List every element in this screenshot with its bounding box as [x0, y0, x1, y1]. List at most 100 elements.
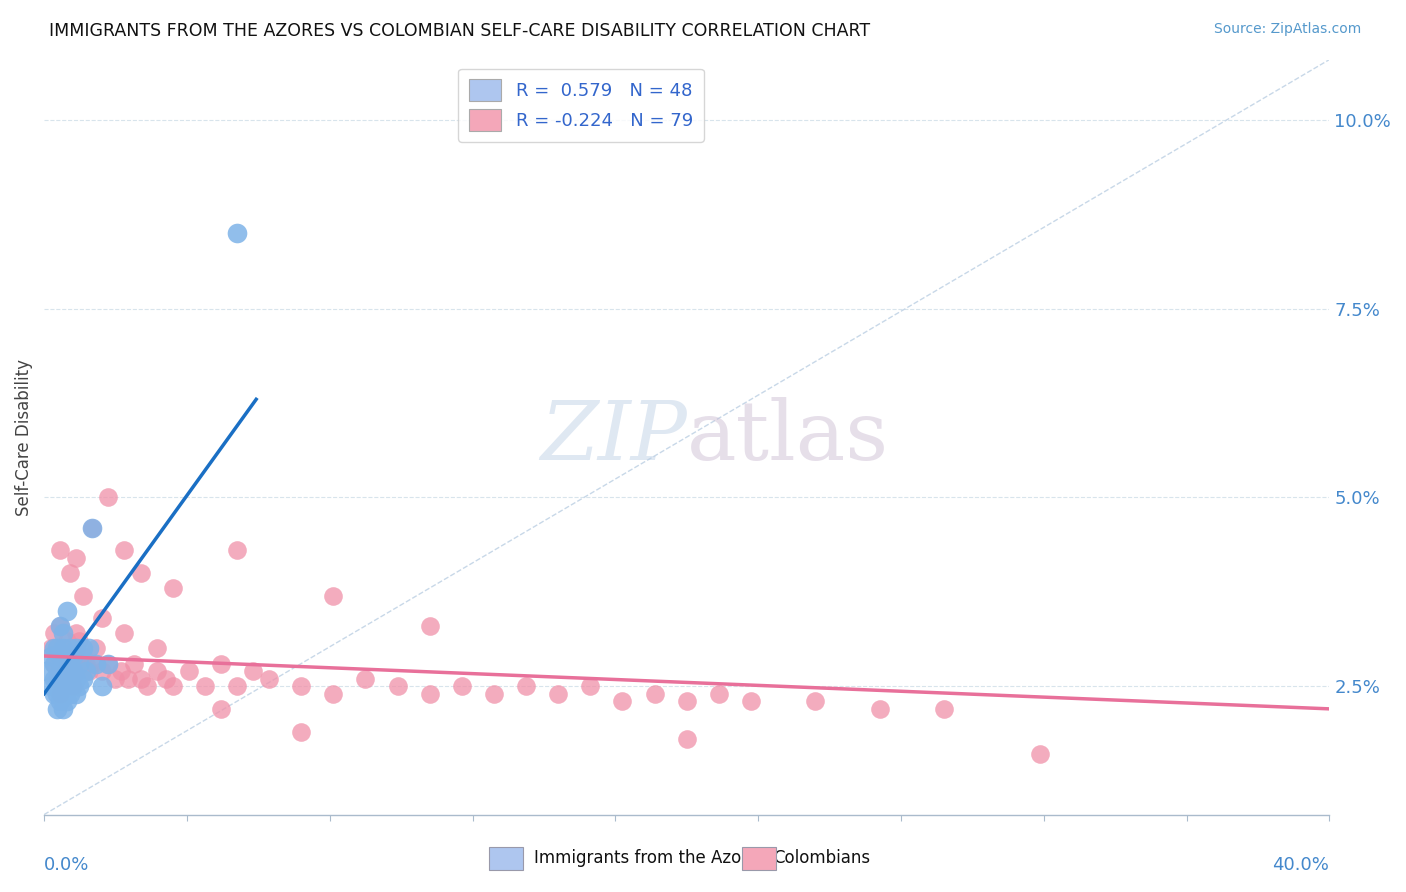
Point: [42, 641, 65, 656]
Point: [75, 657, 97, 671]
Point: [72, 672, 94, 686]
Point: [59, 641, 82, 656]
Point: [65, 687, 87, 701]
Point: [65, 626, 87, 640]
Point: [46, 702, 69, 716]
Point: [65, 550, 87, 565]
Point: [77, 641, 100, 656]
Point: [37, 664, 59, 678]
Point: [52, 657, 75, 671]
Point: [52, 648, 75, 663]
Point: [225, 679, 247, 693]
Point: [46, 641, 69, 656]
Point: [84, 641, 107, 656]
Point: [209, 657, 232, 671]
Point: [290, 679, 312, 693]
Point: [644, 687, 666, 701]
Text: Colombians: Colombians: [773, 849, 870, 867]
Point: [49, 664, 72, 678]
Point: [515, 679, 537, 693]
Point: [117, 672, 139, 686]
Point: [225, 226, 247, 240]
Point: [177, 664, 200, 678]
Point: [97, 657, 120, 671]
Point: [55, 604, 77, 618]
Point: [322, 687, 344, 701]
Point: [194, 679, 217, 693]
Point: [55, 664, 77, 678]
Point: [59, 641, 82, 656]
Point: [69, 679, 91, 693]
Point: [46, 687, 69, 701]
Point: [59, 672, 82, 686]
Point: [209, 702, 232, 716]
Point: [97, 491, 120, 505]
Point: [77, 664, 100, 678]
Point: [62, 648, 84, 663]
Point: [55, 679, 77, 693]
Point: [740, 694, 762, 708]
Point: [52, 679, 75, 693]
Point: [52, 641, 75, 656]
Point: [162, 581, 184, 595]
Point: [52, 626, 75, 640]
Point: [82, 521, 104, 535]
Point: [42, 687, 65, 701]
Point: [225, 543, 247, 558]
Point: [46, 672, 69, 686]
Point: [804, 694, 827, 708]
Point: [55, 648, 77, 663]
Point: [482, 687, 505, 701]
Point: [65, 657, 87, 671]
Point: [129, 566, 152, 580]
Point: [62, 648, 84, 663]
Point: [59, 672, 82, 686]
Point: [65, 641, 87, 656]
Point: [52, 687, 75, 701]
Point: [52, 702, 75, 716]
Point: [42, 657, 65, 671]
Point: [62, 679, 84, 693]
Point: [91, 679, 114, 693]
Point: [707, 687, 730, 701]
Point: [675, 694, 697, 708]
Point: [55, 664, 77, 678]
Point: [49, 679, 72, 693]
Point: [450, 679, 472, 693]
Legend: R =  0.579   N = 48, R = -0.224   N = 79: R = 0.579 N = 48, R = -0.224 N = 79: [458, 69, 704, 142]
Point: [114, 543, 136, 558]
Text: 0.0%: 0.0%: [44, 856, 90, 874]
Point: [91, 664, 114, 678]
Point: [145, 664, 167, 678]
Point: [612, 694, 634, 708]
Point: [122, 657, 145, 671]
Point: [42, 657, 65, 671]
Point: [419, 619, 441, 633]
Point: [257, 672, 280, 686]
Point: [55, 634, 77, 648]
Point: [72, 648, 94, 663]
Point: [869, 702, 891, 716]
Point: [49, 694, 72, 708]
Point: [290, 724, 312, 739]
Point: [155, 672, 177, 686]
Point: [242, 664, 264, 678]
Point: [91, 611, 114, 625]
Point: [49, 687, 72, 701]
Point: [114, 626, 136, 640]
Point: [387, 679, 409, 693]
Point: [82, 657, 104, 671]
Point: [69, 664, 91, 678]
Point: [42, 672, 65, 686]
Point: [62, 664, 84, 678]
Text: Immigrants from the Azores: Immigrants from the Azores: [534, 849, 768, 867]
Point: [59, 657, 82, 671]
Point: [104, 672, 127, 686]
Point: [39, 641, 62, 656]
Point: [932, 702, 955, 716]
Point: [69, 634, 91, 648]
Point: [72, 589, 94, 603]
Point: [46, 672, 69, 686]
Text: Source: ZipAtlas.com: Source: ZipAtlas.com: [1213, 22, 1361, 37]
Point: [72, 641, 94, 656]
